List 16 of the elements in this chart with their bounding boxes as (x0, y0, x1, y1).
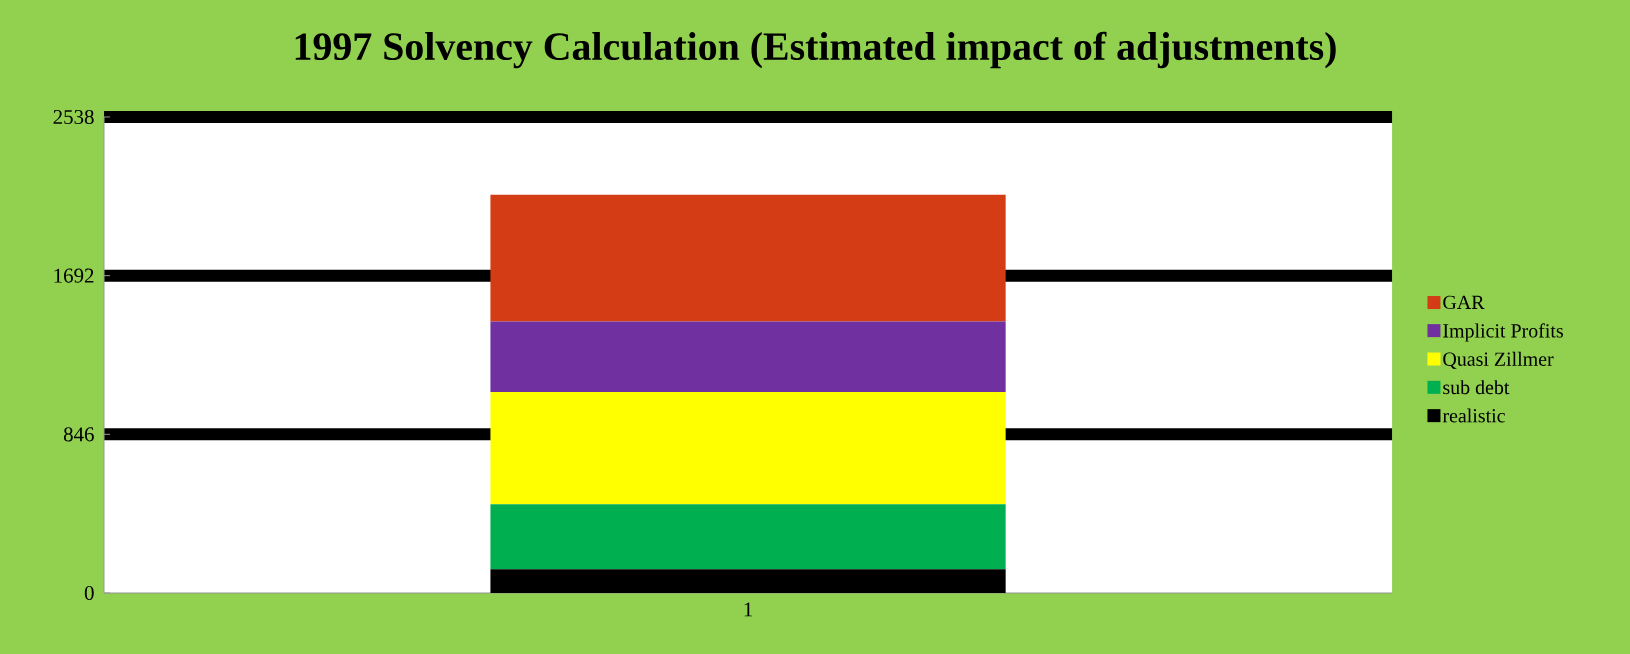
y-tick-label: 846 (63, 427, 94, 442)
y-tick-label: 1692 (54, 268, 94, 283)
y-tick-label: 2538 (53, 109, 94, 125)
legend-label: GAR (1443, 295, 1485, 310)
legend-label: realistic (1442, 408, 1505, 423)
bar (490, 321, 1006, 392)
y-tick-label: 0 (84, 585, 94, 601)
legend-label: Quasi Zillmer (1443, 351, 1554, 369)
x-tick-label: 1 (744, 602, 753, 617)
bar (490, 194, 1006, 322)
bar (490, 504, 1006, 570)
bar (490, 569, 1006, 593)
bar (490, 391, 1006, 505)
chart-title: 1997 Solvency Calculation (Estimated impact of adjustments) (295, 31, 1336, 69)
legend-label: Implicit Profits (1443, 323, 1563, 342)
legend-label: sub debt (1443, 380, 1510, 395)
